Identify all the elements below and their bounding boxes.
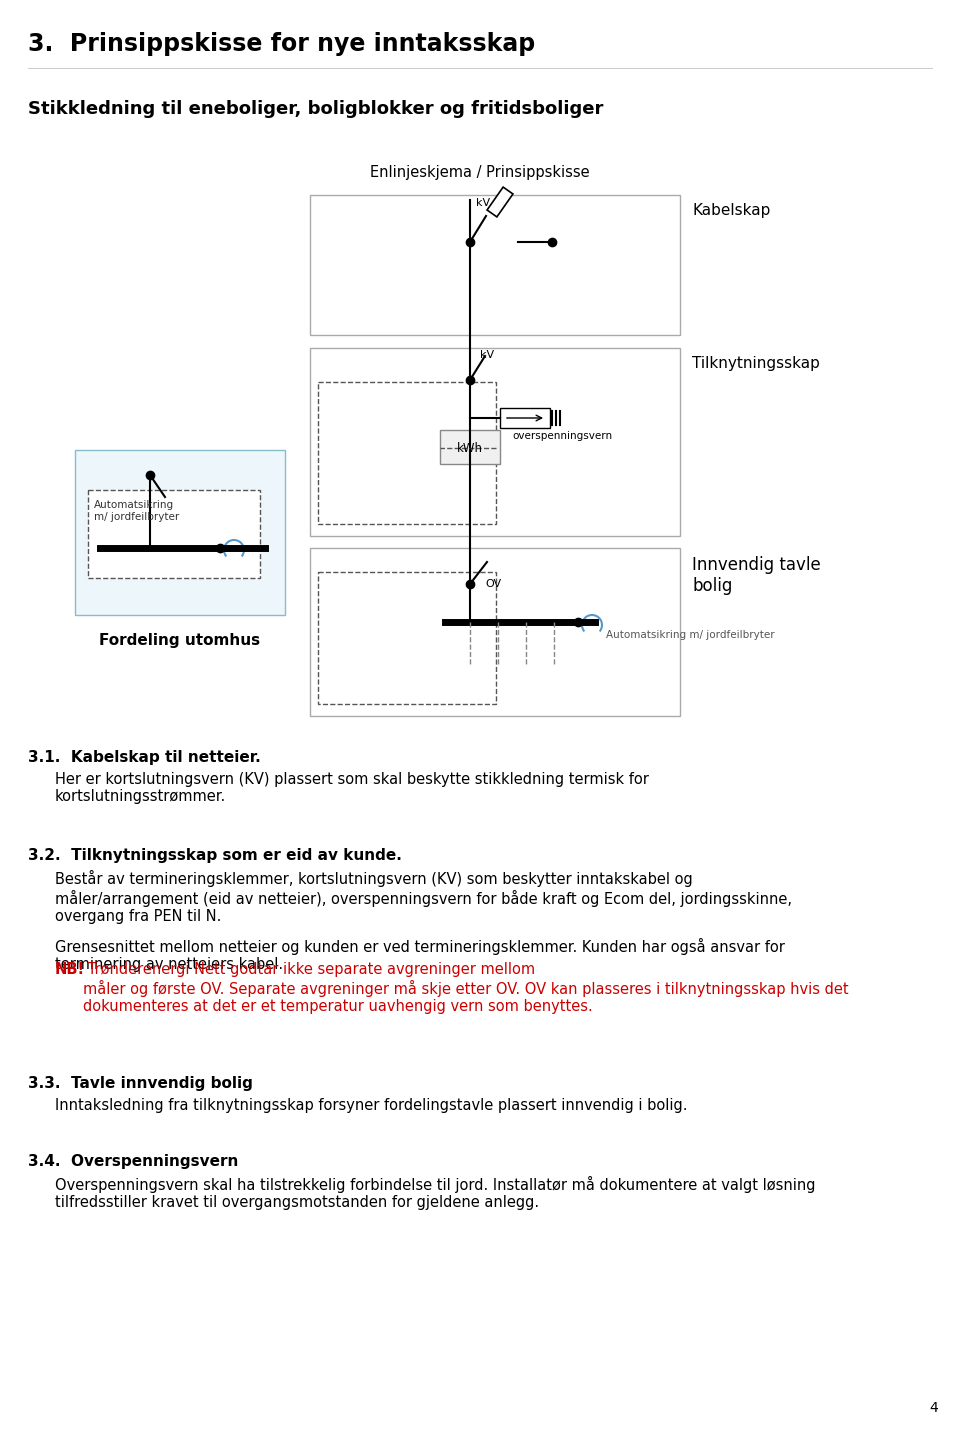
Text: Her er kortslutningsvern (KV) plassert som skal beskytte stikkledning termisk fo: Her er kortslutningsvern (KV) plassert s… [55, 772, 649, 805]
Text: Består av termineringsklemmer, kortslutningsvern (KV) som beskytter inntakskabel: Består av termineringsklemmer, kortslutn… [55, 869, 792, 924]
Text: Kabelskap: Kabelskap [692, 203, 770, 217]
Bar [75, 450, 285, 615]
Text: 3.1.  Kabelskap til netteier.: 3.1. Kabelskap til netteier. [28, 749, 261, 765]
Text: Enlinjeskjema / Prinsippskisse: Enlinjeskjema / Prinsippskisse [371, 164, 589, 180]
Bar [440, 430, 500, 463]
Bar [318, 382, 496, 523]
Text: Stikkledning til eneboliger, boligblokker og fritidsboliger: Stikkledning til eneboliger, boligblokke… [28, 100, 604, 119]
Text: Overspenningsvern skal ha tilstrekkelig forbindelse til jord. Installatør må dok: Overspenningsvern skal ha tilstrekkelig … [55, 1175, 815, 1210]
Text: Tilknytningsskap: Tilknytningsskap [692, 356, 820, 370]
Bar [310, 347, 680, 536]
Text: NB!: NB! [55, 962, 85, 977]
Text: Innvendig tavle
bolig: Innvendig tavle bolig [692, 556, 821, 595]
Text: 3.3.  Tavle innvendig bolig: 3.3. Tavle innvendig bolig [28, 1075, 252, 1091]
Bar [88, 490, 260, 578]
Bar [310, 548, 680, 716]
Text: kWh: kWh [457, 442, 483, 455]
Text: Fordeling utomhus: Fordeling utomhus [100, 633, 260, 648]
Text: Trønderenergi Nett godtar ikke separate avgreninger mellom
måler og første OV. S: Trønderenergi Nett godtar ikke separate … [83, 962, 849, 1014]
Text: 4: 4 [929, 1401, 938, 1416]
Text: Automatsikring
m/ jordfeilbryter: Automatsikring m/ jordfeilbryter [94, 500, 180, 522]
Text: kV: kV [480, 350, 494, 360]
Text: Inntaksledning fra tilknytningsskap forsyner fordelingstavle plassert innvendig : Inntaksledning fra tilknytningsskap fors… [55, 1098, 687, 1113]
Bar [500, 408, 550, 428]
Text: 3.2.  Tilknytningsskap som er eid av kunde.: 3.2. Tilknytningsskap som er eid av kund… [28, 848, 402, 862]
Bar [318, 572, 496, 704]
Text: 3.4.  Overspenningsvern: 3.4. Overspenningsvern [28, 1154, 238, 1168]
Text: 3.  Prinsippskisse for nye inntaksskap: 3. Prinsippskisse for nye inntaksskap [28, 31, 536, 56]
Text: Grensesnittet mellom netteier og kunden er ved termineringsklemmer. Kunden har o: Grensesnittet mellom netteier og kunden … [55, 938, 785, 972]
Text: Automatsikring m/ jordfeilbryter: Automatsikring m/ jordfeilbryter [606, 631, 775, 641]
Bar [310, 194, 680, 335]
Bar [487, 187, 513, 217]
Text: overspenningsvern: overspenningsvern [512, 430, 612, 440]
Text: OV: OV [485, 579, 501, 589]
Text: kV: kV [476, 197, 491, 207]
